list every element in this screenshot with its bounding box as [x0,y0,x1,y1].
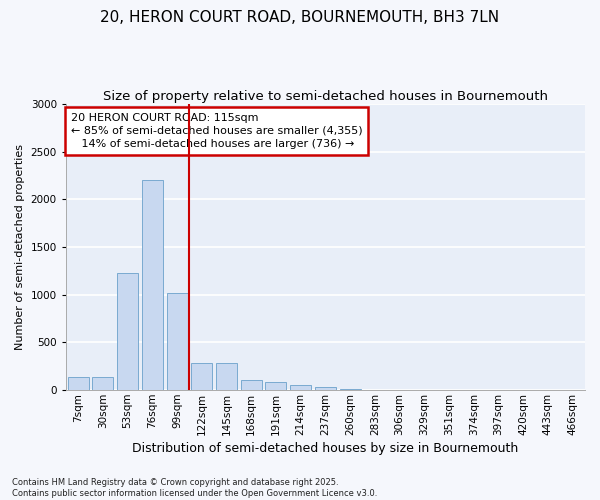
Bar [265,382,286,390]
X-axis label: Distribution of semi-detached houses by size in Bournemouth: Distribution of semi-detached houses by … [132,442,518,455]
Text: Contains HM Land Registry data © Crown copyright and database right 2025.
Contai: Contains HM Land Registry data © Crown c… [12,478,377,498]
Bar [290,385,311,390]
Bar [191,362,212,390]
Title: Size of property relative to semi-detached houses in Bournemouth: Size of property relative to semi-detach… [103,90,548,103]
Bar [167,293,188,390]
Bar [340,389,361,390]
Text: 20, HERON COURT ROAD, BOURNEMOUTH, BH3 7LN: 20, HERON COURT ROAD, BOURNEMOUTH, BH3 7… [100,10,500,25]
Text: 20 HERON COURT ROAD: 115sqm
← 85% of semi-detached houses are smaller (4,355)
  : 20 HERON COURT ROAD: 115sqm ← 85% of sem… [71,112,362,149]
Bar [315,388,336,390]
Bar [92,377,113,390]
Bar [142,180,163,390]
Bar [241,380,262,390]
Y-axis label: Number of semi-detached properties: Number of semi-detached properties [15,144,25,350]
Bar [216,363,237,390]
Bar [117,273,138,390]
Bar [68,377,89,390]
